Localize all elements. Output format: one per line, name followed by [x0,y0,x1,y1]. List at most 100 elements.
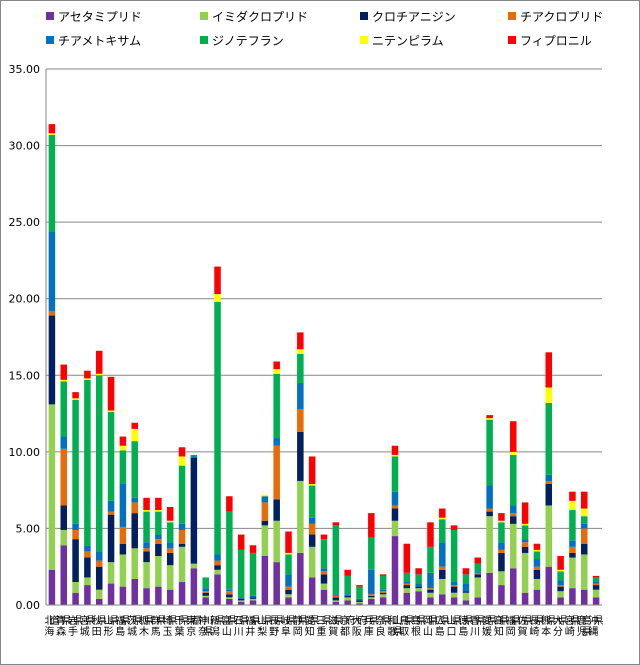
x-tick-char: 県 [440,615,450,627]
bar-segment [48,231,56,311]
bar-segment [95,350,103,374]
bar-segment [297,408,304,432]
bar-segment [486,419,493,486]
x-tick-char: 宮 [80,614,90,627]
x-tick-char: 長 [529,615,539,627]
bar-segment [510,421,517,452]
bar-segment [285,552,292,555]
x-tick-char: 県 [180,615,190,627]
bar-segment [545,474,553,481]
bar-segment [190,457,198,564]
bar-segment [474,571,482,573]
bar-segment [60,448,67,506]
bar-segment [474,563,482,572]
bar-segment [285,594,292,598]
x-tick-char: 県 [203,626,213,638]
bar-segment [48,404,56,570]
bar-segment [60,505,67,530]
bar-segment [521,546,529,553]
x-tick-char: 山 [257,615,267,627]
x-tick-label: 栃木県 [139,614,154,638]
bar-segment [533,543,541,550]
x-tick-char: 県 [156,615,166,627]
x-tick-char: 城 [80,626,90,638]
bar-segment [48,569,56,605]
bar-segment [581,543,588,555]
x-tick-char: 都 [191,615,201,627]
bar-segment [320,539,328,569]
bar-segment [510,516,517,524]
x-tick-char: 阪 [352,625,362,638]
bar-segment [486,415,493,419]
x-tick-char: 岐 [281,614,291,627]
x-tick-char: 児 [577,626,587,638]
bar-segment [592,597,600,605]
bar-segment [510,568,517,605]
legend-label: チアクロプリド [520,10,603,24]
bar-segment [379,591,387,593]
bar-segment [143,511,150,543]
bar-segment [166,542,174,549]
bar-segment [498,513,505,521]
x-tick-label: 奈良県 [376,614,391,638]
bar-segment [214,294,221,302]
x-tick-char: 県 [73,615,83,627]
x-tick-label: 秋田県 [92,614,107,638]
legend-swatch [46,12,54,20]
bar-segment [403,588,411,593]
bar-segment [332,595,340,598]
bar-segment [545,484,553,506]
bar-segment [119,484,127,527]
x-tick-char: 根 [411,625,421,638]
bar-segment [427,588,434,590]
x-tick-label: 千葉県 [174,615,189,638]
bar-segment [391,508,399,521]
x-tick-char: 県 [546,615,556,627]
x-tick-char: 福 [115,614,125,627]
bar-segment [190,454,198,457]
bar-segment [226,598,233,605]
x-tick-char: 山 [423,626,433,638]
bar-segment [48,133,56,135]
x-tick-char: 木 [139,626,149,638]
x-tick-char: 鹿 [577,614,587,627]
bar-segment [119,586,127,605]
bar-segment [261,525,269,556]
x-tick-char: 森 [56,625,66,638]
bar-segment [84,557,91,578]
bar-segment [379,594,387,598]
bar-segment [60,379,67,382]
bar-segment [427,597,434,605]
x-tick-char: 岡 [506,626,516,638]
x-tick-char: 愛 [305,614,315,627]
bar-segment [214,560,221,566]
bar-segment [368,537,375,570]
bar-segment [143,548,150,552]
x-tick-label: 石川県 [234,615,249,638]
bar-segment [131,422,138,429]
x-tick-label: 京都府 [340,614,355,638]
x-tick-char: 県 [416,615,426,627]
x-tick-char: 鳥 [399,614,409,627]
x-tick-label: 宮崎県 [565,614,580,638]
bar-segment [237,534,245,550]
bar-segment [521,525,529,540]
bar-segment [107,410,115,413]
x-tick-char: 川 [470,627,480,638]
x-tick-char: 県 [227,615,237,627]
bar-segment [214,565,221,570]
bar-segment [72,529,79,540]
bar-segment [462,574,470,584]
x-tick-char: 都 [340,626,350,638]
bar-segment [486,485,493,509]
bar-segment [84,585,91,605]
x-tick-char: 島 [458,625,468,638]
x-tick-char: 県 [582,626,592,638]
bar-segment [226,597,233,599]
x-tick-label: 熊本県 [541,614,556,638]
bar-segment [155,539,162,544]
bar-segment [592,585,600,590]
x-tick-char: 香 [470,615,480,627]
